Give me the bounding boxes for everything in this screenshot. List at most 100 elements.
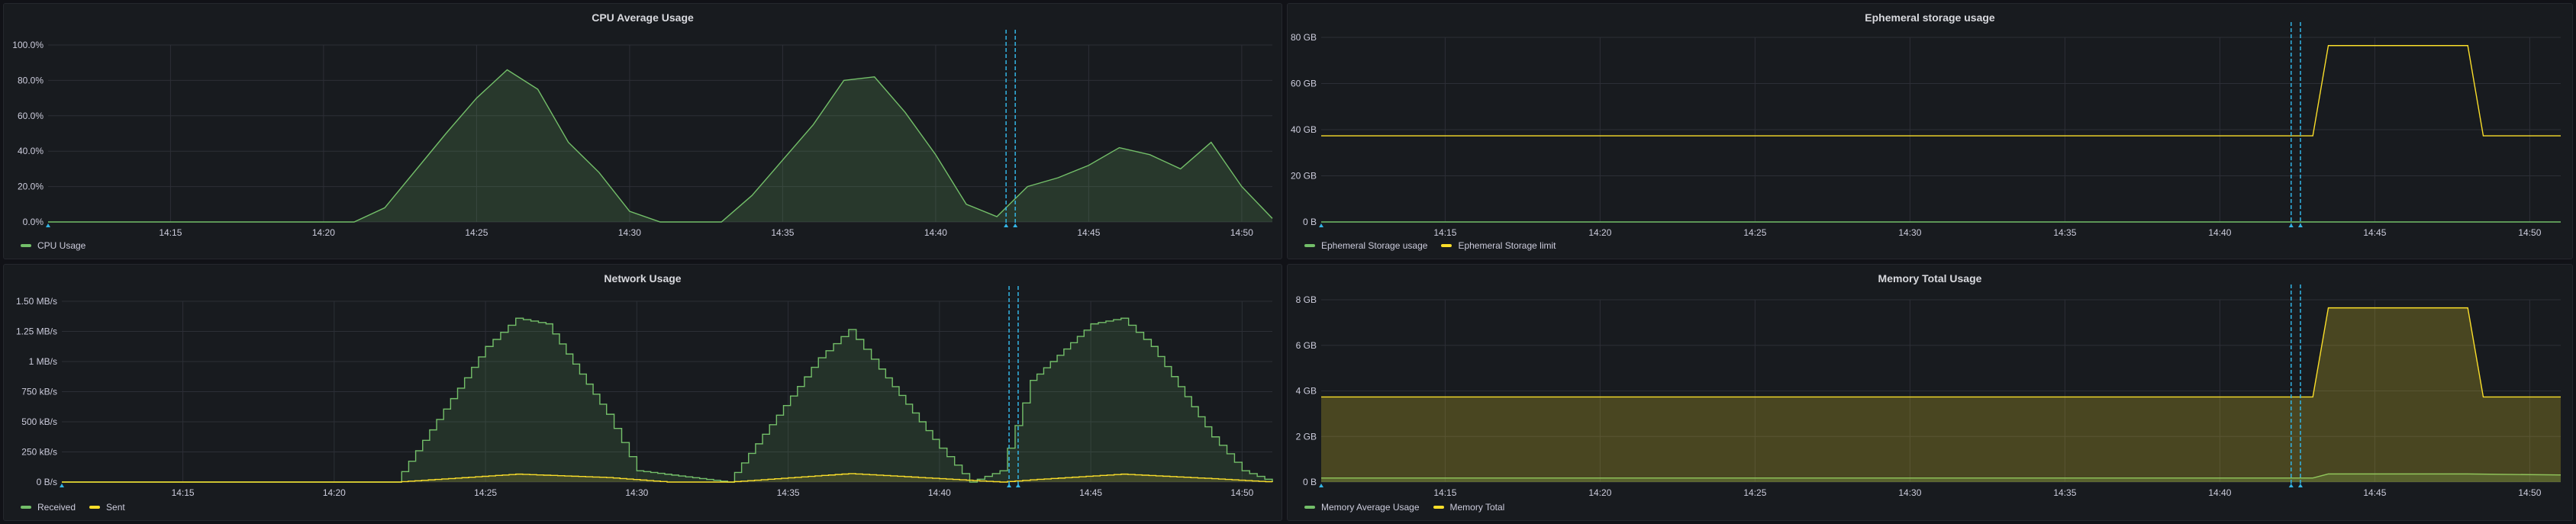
x-tick-label: 14:35 bbox=[777, 487, 800, 498]
legend-item[interactable]: Received bbox=[21, 502, 76, 513]
annotation-marker-icon[interactable] bbox=[46, 223, 50, 227]
x-tick-label: 14:25 bbox=[1743, 227, 1766, 238]
y-tick-label: 0 B bbox=[1303, 477, 1317, 487]
x-tick-label: 14:40 bbox=[924, 227, 947, 238]
annotation-marker-icon[interactable] bbox=[2288, 223, 2294, 227]
x-tick-label: 14:35 bbox=[771, 227, 794, 238]
chart-legend: CPU Usage bbox=[21, 240, 85, 251]
series-area bbox=[1321, 307, 2561, 482]
annotation-marker-icon[interactable] bbox=[2297, 223, 2303, 227]
annotation-marker-icon[interactable] bbox=[1013, 223, 1018, 227]
x-tick-label: 14:25 bbox=[465, 227, 488, 238]
x-tick-label: 14:45 bbox=[2363, 227, 2386, 238]
y-tick-label: 1.50 MB/s bbox=[16, 296, 57, 307]
y-tick-label: 2 GB bbox=[1296, 431, 1317, 442]
y-tick-label: 40.0% bbox=[18, 146, 44, 156]
panel-title: Network Usage bbox=[604, 272, 682, 285]
y-tick-label: 20 GB bbox=[1291, 171, 1317, 182]
y-tick-label: 1.25 MB/s bbox=[16, 326, 57, 337]
series-line[interactable] bbox=[1321, 473, 2561, 479]
legend-swatch bbox=[89, 506, 101, 509]
x-tick-label: 14:50 bbox=[2518, 487, 2541, 498]
series-area bbox=[62, 473, 1272, 482]
legend-item[interactable]: Memory Total bbox=[1433, 502, 1505, 513]
y-tick-label: 0 B bbox=[1303, 217, 1317, 227]
legend-label: CPU Usage bbox=[37, 240, 86, 251]
x-tick-label: 14:30 bbox=[1898, 227, 1921, 238]
y-tick-label: 60 GB bbox=[1291, 79, 1317, 89]
x-tick-label: 14:30 bbox=[1898, 487, 1921, 498]
x-tick-label: 14:25 bbox=[1743, 487, 1766, 498]
legend-label: Received bbox=[37, 502, 76, 513]
x-tick-label: 14:40 bbox=[2208, 487, 2231, 498]
annotation-marker-icon[interactable] bbox=[2297, 484, 2303, 487]
legend-swatch bbox=[1304, 244, 1315, 247]
y-tick-label: 4 GB bbox=[1296, 386, 1317, 397]
series-line[interactable] bbox=[48, 69, 1273, 223]
x-tick-label: 14:40 bbox=[2208, 227, 2231, 238]
x-tick-label: 14:45 bbox=[2363, 487, 2386, 498]
annotation-marker-icon[interactable] bbox=[2288, 484, 2294, 487]
y-tick-label: 250 kB/s bbox=[21, 447, 57, 458]
memory-panel[interactable]: Memory Total Usage 0 B 2 GB 4 GB 6 GB 8 GB 14… bbox=[1287, 264, 2573, 521]
legend-item[interactable]: Ephemeral Storage limit bbox=[1441, 240, 1556, 251]
y-tick-label: 80 GB bbox=[1291, 32, 1317, 43]
ephemeral-storage-panel[interactable]: Ephemeral storage usage 0 B 20 GB 40 GB 60 … bbox=[1287, 3, 2573, 259]
legend-item[interactable]: Sent bbox=[89, 502, 125, 513]
cpu-chart[interactable]: 0.0% 20.0% 40.0% 60.0% 80.0% 100.0% 14:15 14:20… bbox=[4, 4, 1282, 259]
x-tick-label: 14:20 bbox=[1588, 487, 1611, 498]
legend-label: Memory Average Usage bbox=[1321, 502, 1420, 513]
x-tick-label: 14:15 bbox=[172, 487, 195, 498]
legend-swatch bbox=[21, 506, 31, 509]
legend-item[interactable]: Memory Average Usage bbox=[1304, 502, 1420, 513]
y-tick-label: 20.0% bbox=[18, 182, 44, 192]
legend-item[interactable]: Ephemeral Storage usage bbox=[1304, 240, 1427, 251]
legend-swatch bbox=[1304, 506, 1315, 509]
y-tick-label: 100.0% bbox=[12, 40, 44, 50]
series-line[interactable] bbox=[1321, 307, 2561, 398]
legend-swatch bbox=[1433, 506, 1444, 509]
annotation-marker-icon[interactable] bbox=[1319, 484, 1323, 487]
y-tick-label: 750 kB/s bbox=[21, 387, 57, 397]
x-tick-label: 14:30 bbox=[625, 487, 648, 498]
y-tick-label: 60.0% bbox=[18, 111, 44, 121]
chart-legend: Memory Average Usage Memory Total bbox=[1304, 502, 1504, 513]
annotation-marker-icon[interactable] bbox=[1015, 484, 1020, 487]
panel-title: CPU Average Usage bbox=[592, 11, 694, 24]
x-tick-label: 14:15 bbox=[1433, 227, 1456, 238]
series-line[interactable] bbox=[1321, 45, 2561, 137]
annotation-marker-icon[interactable] bbox=[60, 484, 64, 487]
y-tick-label: 500 kB/s bbox=[21, 416, 57, 427]
x-tick-label: 14:20 bbox=[1588, 227, 1611, 238]
annotation-marker-icon[interactable] bbox=[1004, 223, 1009, 227]
x-tick-label: 14:15 bbox=[1433, 487, 1456, 498]
series-area bbox=[48, 69, 1272, 222]
x-tick-label: 14:20 bbox=[312, 227, 335, 238]
cpu-panel[interactable]: CPU Average Usage 0.0% 20.0% 40.0% 60.0% 80.… bbox=[3, 3, 1282, 259]
legend-item[interactable]: CPU Usage bbox=[21, 240, 85, 251]
x-tick-label: 14:50 bbox=[1230, 487, 1253, 498]
legend-label: Memory Total bbox=[1449, 502, 1505, 513]
x-tick-label: 14:40 bbox=[928, 487, 951, 498]
legend-label: Ephemeral Storage limit bbox=[1458, 240, 1556, 251]
x-tick-label: 14:50 bbox=[2518, 227, 2541, 238]
ephemeral-storage-chart[interactable]: 0 B 20 GB 40 GB 60 GB 80 GB 14:15 14:20 14:25 14… bbox=[1288, 4, 2573, 259]
x-tick-label: 14:35 bbox=[2053, 487, 2076, 498]
x-tick-label: 14:35 bbox=[2053, 227, 2076, 238]
panel-title: Memory Total Usage bbox=[1878, 272, 1982, 285]
annotation-marker-icon[interactable] bbox=[1319, 223, 1323, 227]
x-tick-label: 14:45 bbox=[1079, 487, 1102, 498]
y-tick-label: 8 GB bbox=[1296, 294, 1317, 305]
panel-title: Ephemeral storage usage bbox=[1865, 11, 1995, 24]
network-chart[interactable]: 0 B/s 250 kB/s 500 kB/s 750 kB/s 1 MB/s 1.25 … bbox=[4, 265, 1282, 521]
chart-legend: Received Sent bbox=[21, 502, 125, 513]
annotation-marker-icon[interactable] bbox=[1007, 484, 1012, 487]
y-tick-label: 80.0% bbox=[18, 75, 44, 85]
legend-label: Ephemeral Storage usage bbox=[1321, 240, 1428, 251]
y-tick-label: 0 B/s bbox=[37, 477, 57, 487]
x-tick-label: 14:20 bbox=[323, 487, 346, 498]
network-panel[interactable]: Network Usage 0 B/s 250 kB/s 500 kB/s 750 k… bbox=[3, 264, 1282, 521]
memory-chart[interactable]: 0 B 2 GB 4 GB 6 GB 8 GB 14:15 14:20 14:25 14:30 1… bbox=[1288, 265, 2573, 521]
series-line[interactable] bbox=[62, 473, 1273, 483]
